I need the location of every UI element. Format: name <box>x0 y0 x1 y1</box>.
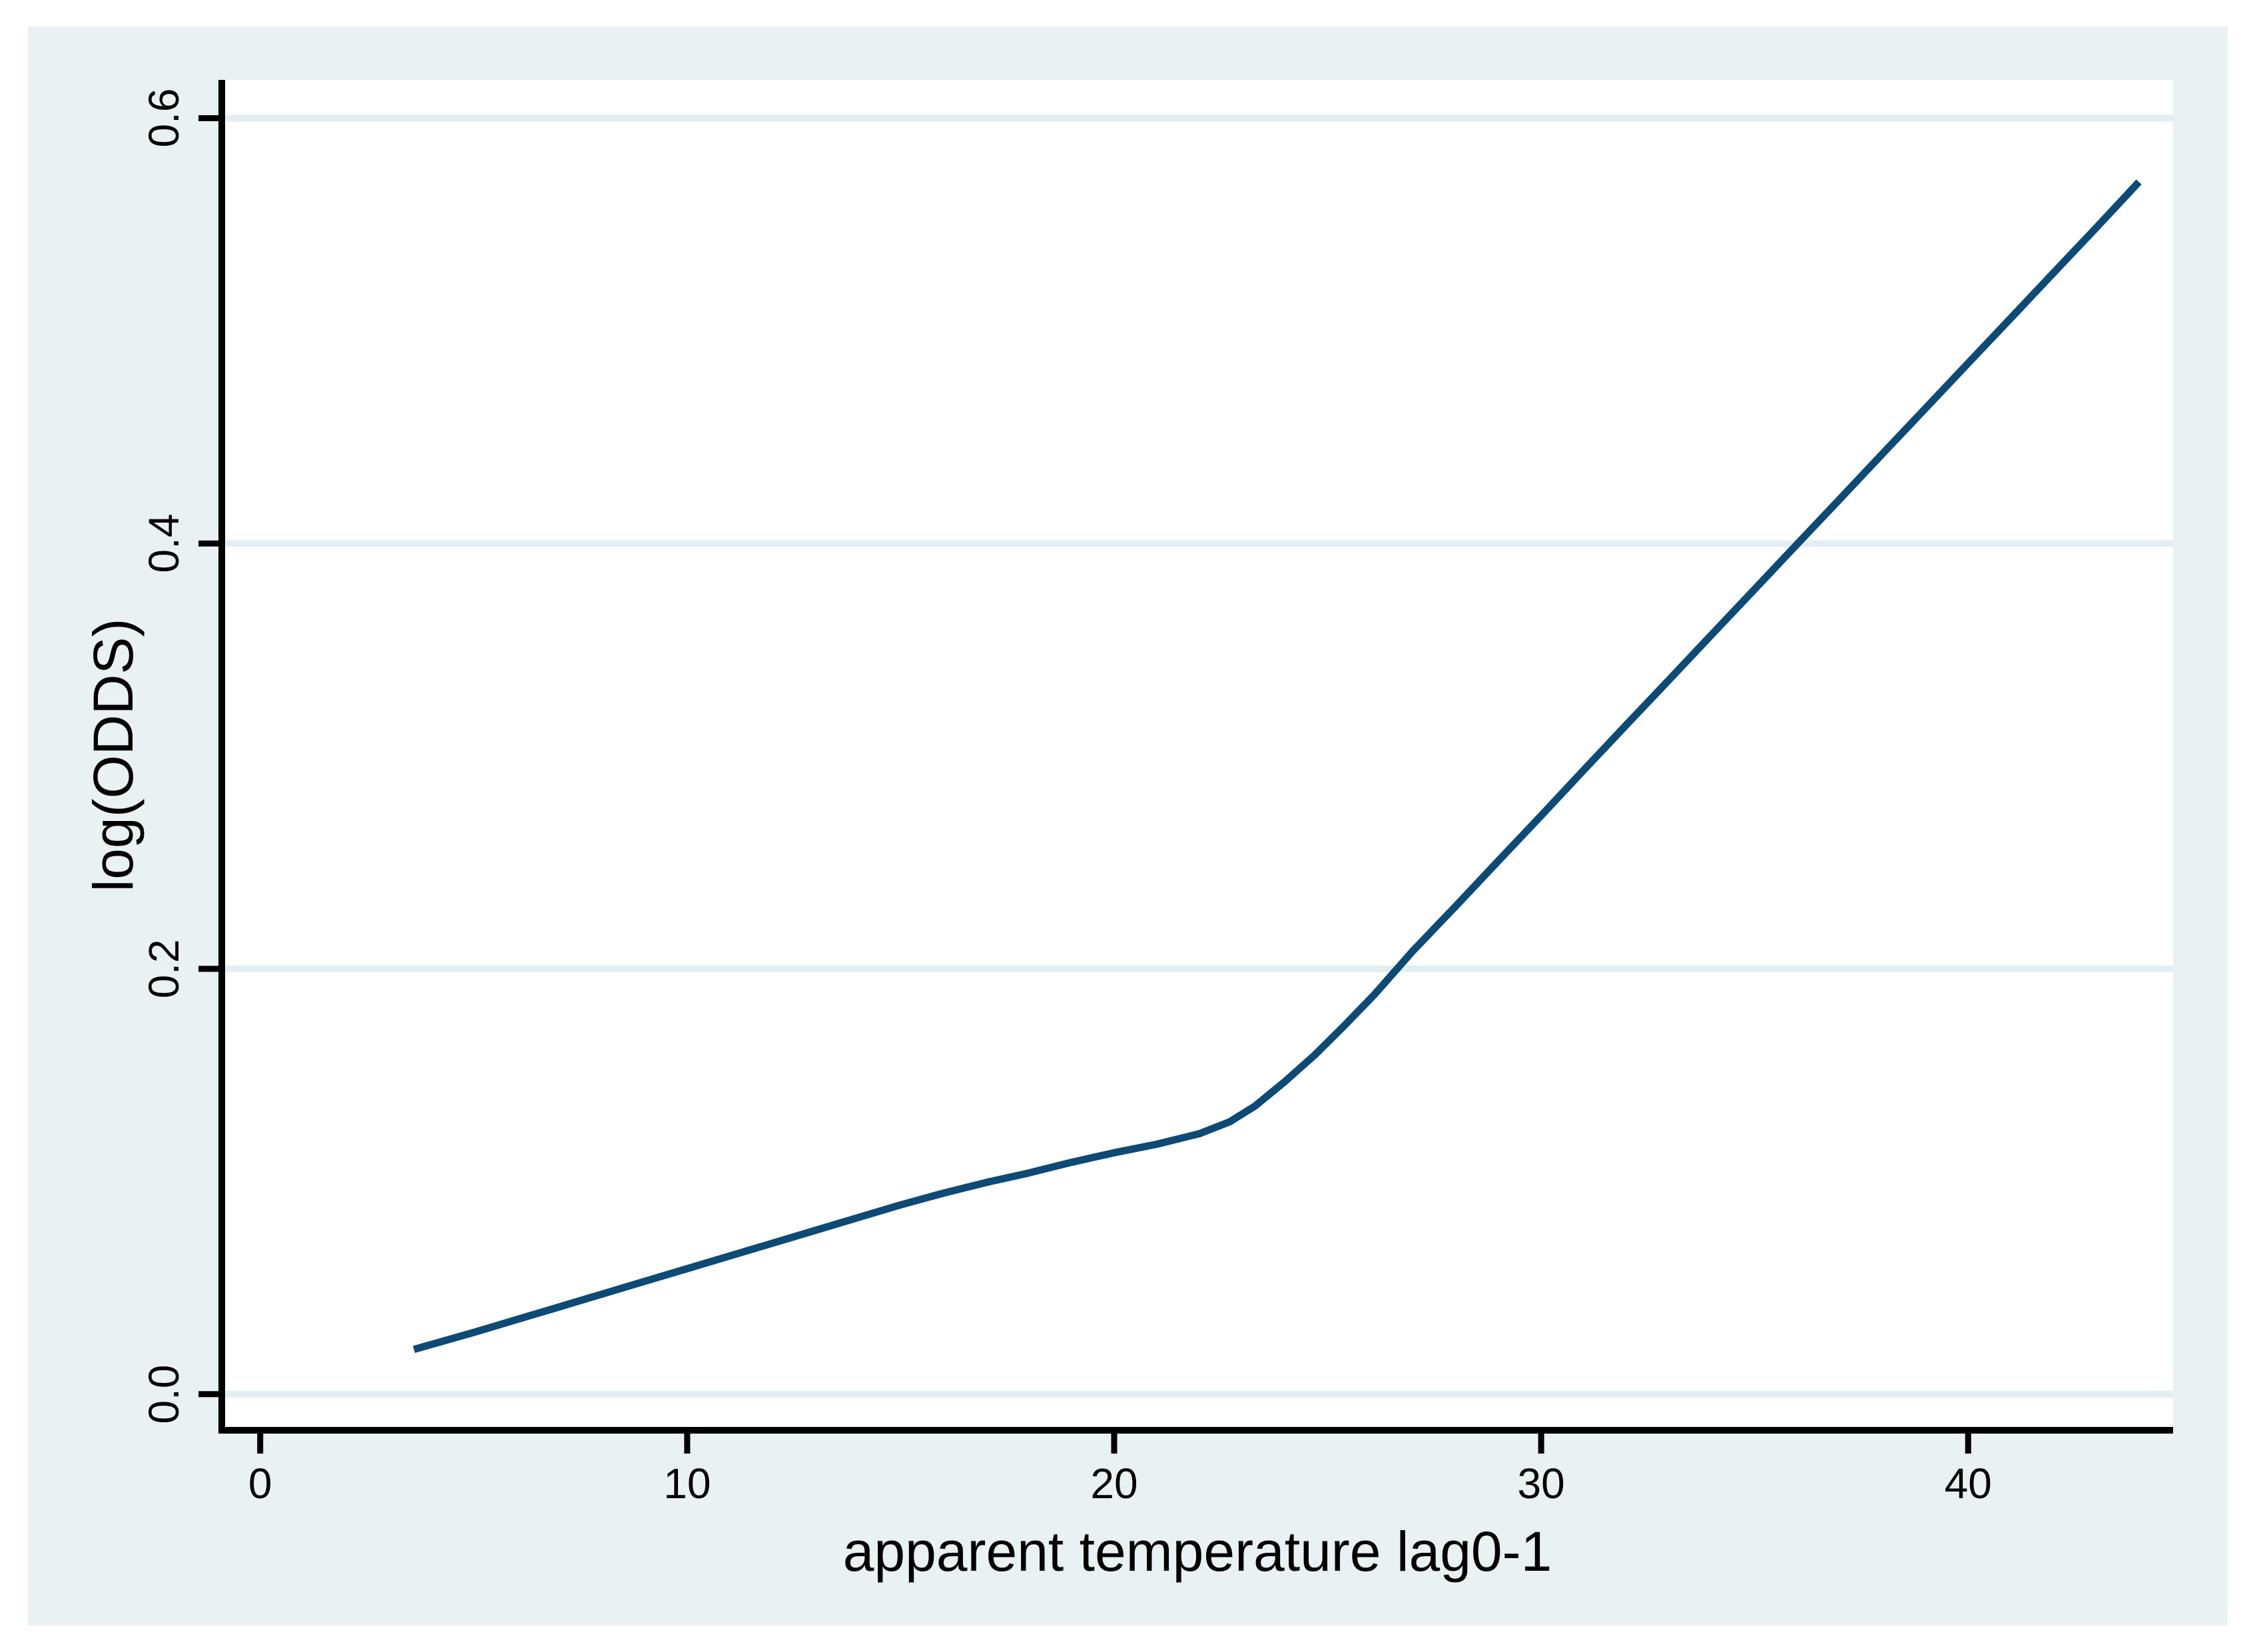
x-tick-label: 0 <box>248 1460 272 1508</box>
plot-area <box>222 80 2173 1430</box>
x-tick-label: 30 <box>1517 1460 1565 1508</box>
series-line <box>412 179 2142 1353</box>
x-axis-title: apparent temperature lag0-1 <box>842 1520 1552 1583</box>
y-tick-label: 0.6 <box>140 89 188 148</box>
x-tick-label: 10 <box>663 1460 711 1508</box>
y-tick-label: 0.2 <box>140 939 188 999</box>
chart-canvas: log(ODDS) apparent temperature lag0-1 0 1… <box>28 27 2228 1625</box>
x-tick-label: 40 <box>1944 1460 1992 1508</box>
x-tick-label: 20 <box>1090 1460 1138 1508</box>
y-axis-title: log(ODDS) <box>82 618 145 892</box>
y-tick-label: 0.4 <box>140 513 188 573</box>
y-tick-label: 0.0 <box>140 1364 188 1424</box>
